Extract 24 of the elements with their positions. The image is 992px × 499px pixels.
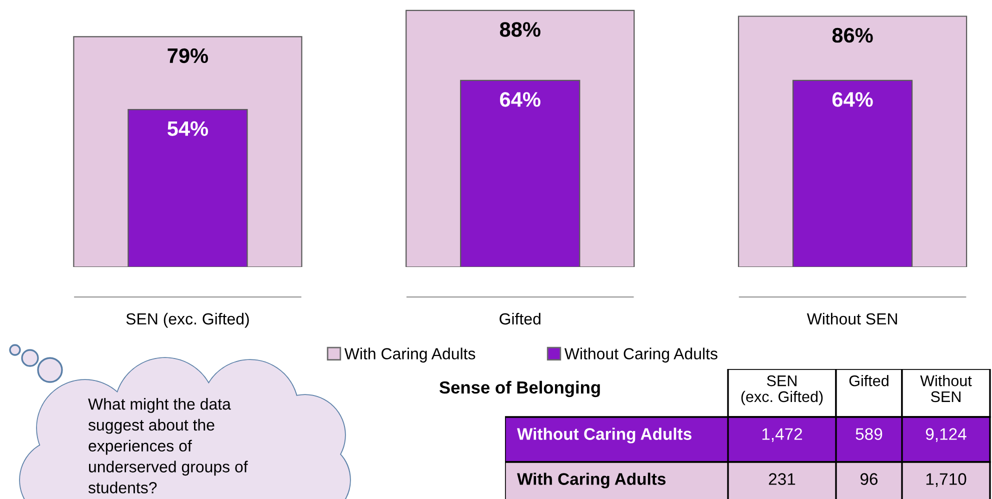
category-label: Without SEN [920, 375, 972, 402]
legend-label: Without Caring Adults [564, 348, 718, 363]
data-label: 231 [768, 473, 796, 485]
series-label: With Caring Adults [517, 472, 666, 488]
data-label: 86% [832, 28, 873, 43]
series-label: Without Caring Adults [517, 428, 692, 444]
data-label: 1,710 [926, 473, 966, 487]
text: Sense of Belonging [439, 380, 600, 398]
x-tick-label: Without SEN [806, 312, 897, 325]
data-label: 64% [832, 92, 873, 107]
x-tick-label: Gifted [500, 312, 540, 325]
text: What might the data suggest about the experiences of underserved groups of students? [88, 398, 248, 494]
category-label: Gifted [849, 375, 888, 386]
data-label: 64% [500, 92, 540, 107]
legend-label: With Caring Adults [344, 348, 476, 363]
x-tick-label: SEN (exc. Gifted) [126, 312, 249, 328]
data-label: 9,124 [926, 428, 966, 442]
data-label: 79% [168, 48, 208, 64]
data-label: 88% [500, 22, 540, 37]
data-label: 589 [856, 428, 882, 440]
data-label: 1,472 [762, 428, 802, 442]
data-label: 54% [168, 121, 208, 136]
category-label: SEN (exc. Gifted) [741, 375, 823, 406]
data-label: 96 [860, 473, 878, 485]
